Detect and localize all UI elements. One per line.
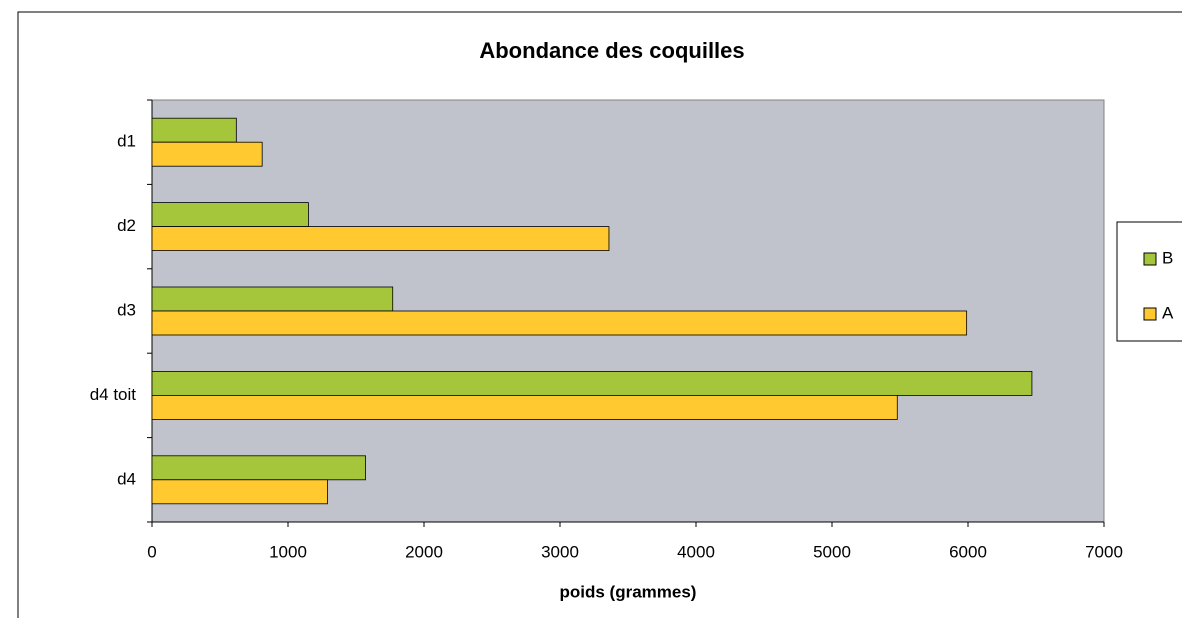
x-tick-label: 7000 [1085,542,1123,561]
x-tick-label: 0 [147,542,156,561]
y-tick-label: d4 toit [90,385,137,404]
bar [151,141,263,167]
bar [151,117,237,143]
x-tick-label: 2000 [405,542,443,561]
y-tick-label: d3 [117,300,136,319]
chart-title: Abondance des coquilles [479,38,744,63]
x-tick-label: 4000 [677,542,715,561]
bar [151,479,328,505]
bar [151,394,898,420]
x-tick-label: 3000 [541,542,579,561]
bar [151,286,394,312]
x-tick-label: 6000 [949,542,987,561]
y-tick-label: d4 [117,469,136,488]
bar [151,310,968,336]
legend-swatch [1143,252,1157,266]
y-tick-label: d1 [117,132,136,151]
y-tick-label: d2 [117,216,136,235]
bar [151,370,1033,396]
bar [151,455,366,481]
x-tick-label: 5000 [813,542,851,561]
legend-label: A [1162,303,1174,322]
legend-swatch [1143,307,1157,321]
legend-box [1116,221,1182,342]
bar [151,226,610,252]
x-axis-title: poids (grammes) [560,582,697,601]
x-tick-label: 1000 [269,542,307,561]
bar [151,202,309,228]
legend-label: B [1162,248,1173,267]
